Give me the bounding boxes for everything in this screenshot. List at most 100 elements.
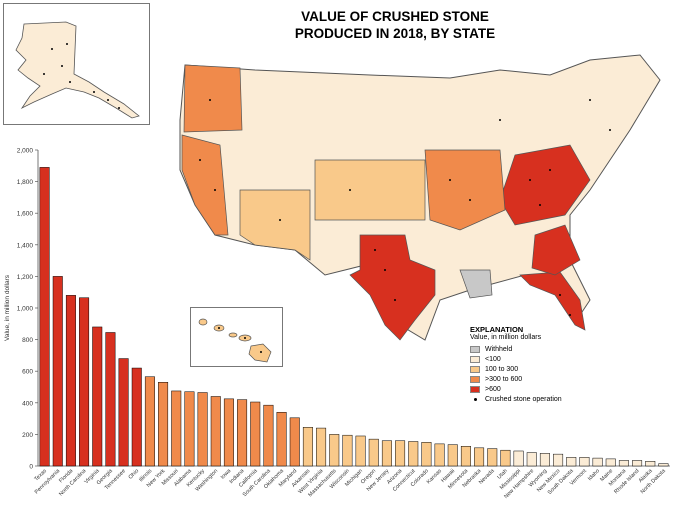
x-tick-label: Kansas: [426, 468, 443, 485]
conterminous-us-map: [179, 54, 661, 341]
bar: [65, 295, 76, 467]
midwest-mid: [424, 149, 506, 231]
northwest: [183, 64, 243, 133]
bar: [223, 398, 234, 467]
bar: [539, 453, 550, 467]
bar: [92, 326, 103, 467]
bar: [355, 435, 366, 467]
bar: [263, 404, 274, 467]
bar: [131, 367, 142, 467]
legend-swatch: [470, 385, 480, 393]
legend-label: >300 to 600: [485, 375, 523, 383]
bar: [553, 453, 564, 467]
bar: [52, 276, 63, 467]
bar: [395, 440, 406, 467]
legend-swatch: [470, 375, 480, 383]
bar: [526, 452, 537, 467]
legend-swatch: [470, 365, 480, 373]
bar: [144, 376, 155, 467]
y-tick-label: 200: [22, 432, 33, 439]
y-tick-label: 0: [29, 464, 33, 471]
bar: [434, 443, 445, 467]
bar: [618, 460, 629, 467]
georgia: [531, 224, 581, 276]
bar: [302, 427, 313, 467]
bar: [237, 399, 248, 467]
bar: [171, 390, 182, 467]
y-tick-label: 400: [22, 400, 33, 407]
bar: [329, 434, 340, 467]
y-tick-label: 1,200: [17, 274, 34, 281]
bar: [605, 458, 616, 467]
legend-swatch: [470, 355, 480, 363]
legend-label: Withheld: [485, 345, 513, 353]
bar: [276, 412, 287, 467]
title-line-1: VALUE OF CRUSHED STONE: [301, 9, 489, 24]
bar: [566, 457, 577, 467]
bar: [289, 417, 300, 467]
y-tick-label: 1,600: [17, 211, 34, 218]
title-line-2: PRODUCED IN 2018, BY STATE: [294, 26, 496, 41]
chart-title: VALUE OF CRUSHED STONE PRODUCED IN 2018,…: [270, 8, 520, 42]
bar: [250, 401, 261, 467]
legend-label: <100: [485, 355, 501, 363]
bar: [184, 391, 195, 467]
x-tick-label: Idaho: [587, 468, 601, 482]
legend-item: <100: [470, 354, 670, 364]
bar: [316, 427, 327, 467]
map-legend: EXPLANATION Value, in million dollars Wi…: [470, 325, 670, 404]
legend-subtitle: Value, in million dollars: [470, 334, 542, 341]
bar: [632, 460, 643, 467]
bar: [79, 297, 90, 467]
y-tick-label: 800: [22, 337, 33, 344]
bar: [210, 396, 221, 467]
bar: [39, 167, 50, 467]
bar: [579, 457, 590, 467]
legend-swatch: [470, 345, 480, 353]
bar: [658, 463, 669, 467]
bar: [408, 441, 419, 467]
y-tick-label: 1,400: [17, 242, 34, 249]
legend-label: >600: [485, 385, 501, 393]
legend-item: >300 to 600: [470, 374, 670, 384]
operation-dots: [199, 99, 611, 316]
bar: [645, 461, 656, 467]
bar: [513, 450, 524, 467]
bar: [500, 449, 511, 467]
bar: [105, 332, 116, 467]
bar: [592, 457, 603, 467]
legend-dot-label: Crushed stone operation: [485, 395, 562, 403]
y-axis-label: Value, in million dollars: [4, 274, 11, 341]
bar: [342, 434, 353, 467]
y-tick-label: 600: [22, 369, 33, 376]
y-tick-label: 2,000: [17, 148, 34, 155]
x-tick-label: Nevada: [478, 468, 496, 486]
plains: [314, 159, 426, 221]
hawaii-inset-map: [190, 307, 283, 367]
y-tick-label: 1,000: [17, 306, 34, 313]
bar: [487, 448, 498, 467]
bar: [197, 392, 208, 467]
operation-dot-icon: [474, 397, 477, 401]
alaska-inset-map: [3, 3, 150, 125]
texas: [349, 234, 436, 341]
bar: [460, 446, 471, 467]
legend-item: Withheld: [470, 344, 670, 354]
bar: [158, 382, 169, 467]
bar: [474, 447, 485, 467]
mountain-south: [239, 189, 311, 261]
bar: [118, 358, 129, 467]
bar: [421, 442, 432, 467]
legend-dot-row: Crushed stone operation: [470, 394, 670, 404]
bar: [381, 440, 392, 467]
legend-item: 100 to 300: [470, 364, 670, 374]
legend-item: >600: [470, 384, 670, 394]
west-coast: [181, 134, 229, 236]
y-tick-label: 1,800: [17, 179, 34, 186]
florida: [519, 271, 586, 331]
bar: [447, 444, 458, 467]
louisiana: [459, 269, 493, 299]
legend-label: 100 to 300: [485, 365, 519, 373]
alaska-shape: [15, 21, 140, 119]
